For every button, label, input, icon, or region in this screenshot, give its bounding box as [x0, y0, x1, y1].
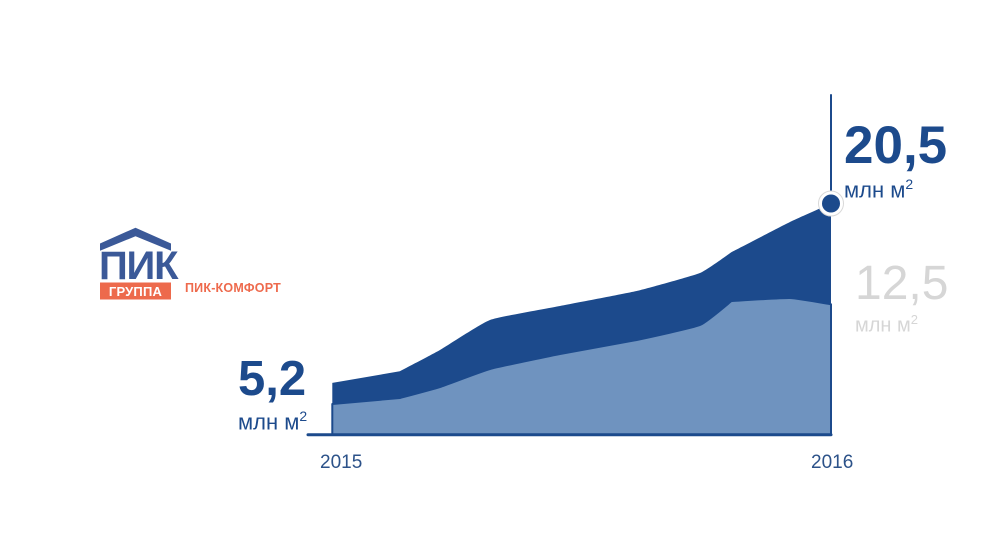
svg-text:ГРУППА: ГРУППА: [109, 284, 163, 299]
svg-text:ПИК: ПИК: [99, 244, 179, 288]
svg-text:ПИК-КОМФОРТ: ПИК-КОМФОРТ: [185, 281, 281, 295]
